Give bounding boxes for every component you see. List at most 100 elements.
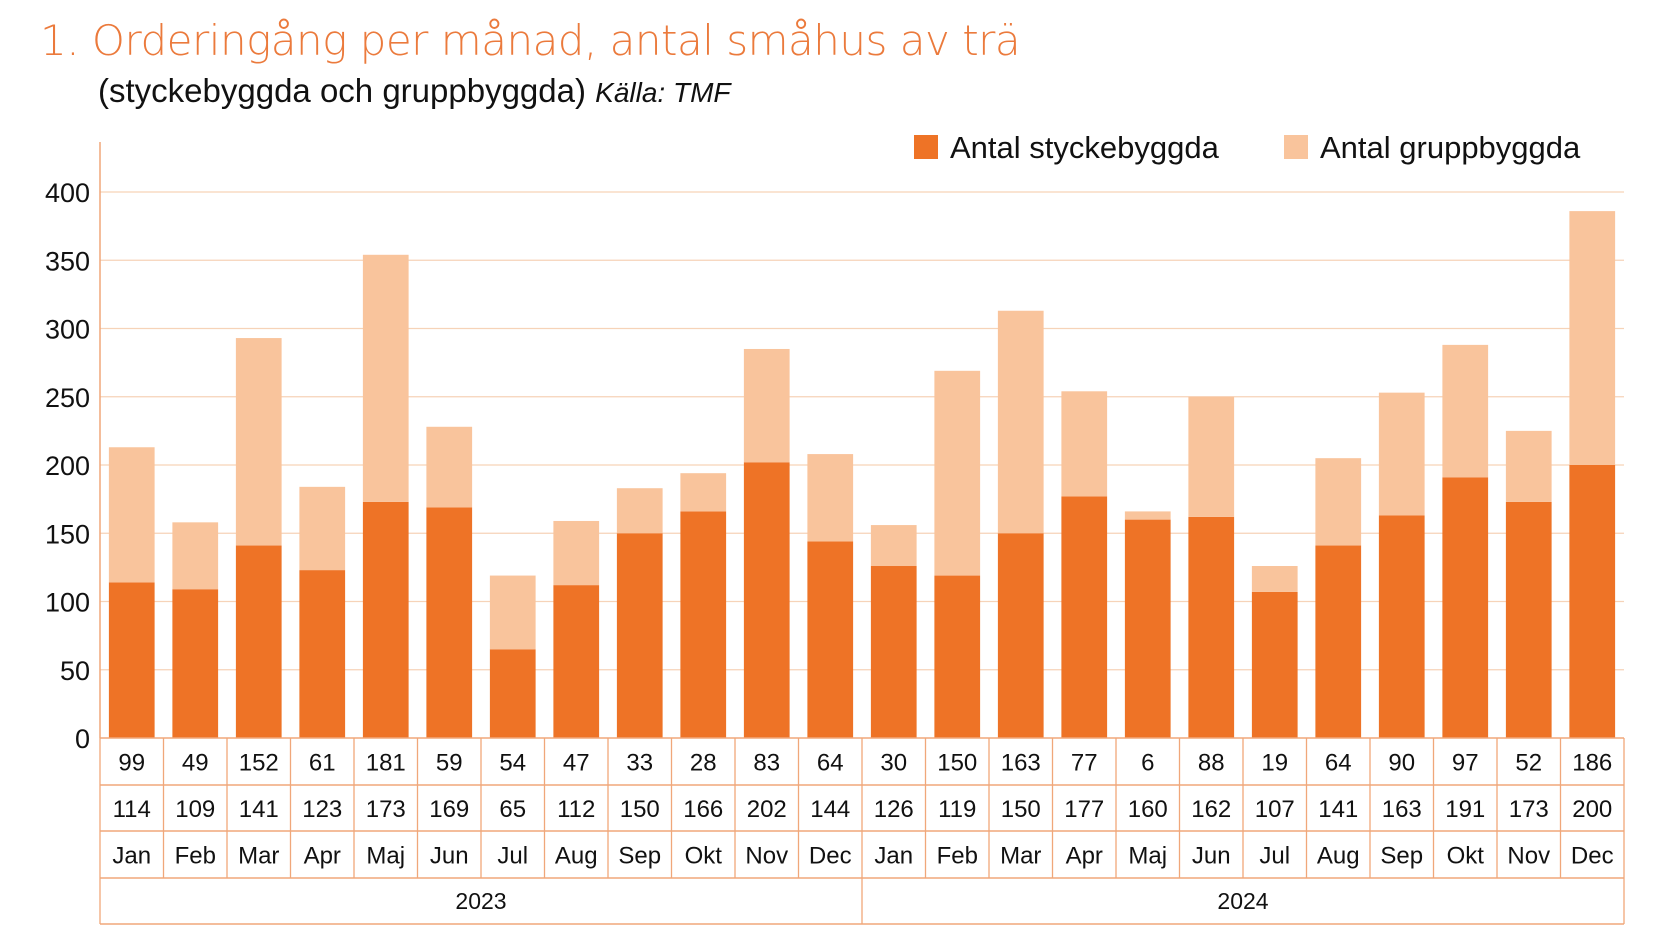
value-gruppbyggda: 19 [1261, 750, 1288, 777]
month-label: Okt [1447, 843, 1485, 870]
value-styckebyggda: 144 [810, 796, 850, 823]
value-gruppbyggda: 150 [937, 750, 977, 777]
month-label: Feb [175, 843, 216, 870]
bar-styckebyggda [680, 511, 727, 738]
bar-styckebyggda [997, 533, 1044, 738]
bar-styckebyggda [1378, 515, 1425, 738]
month-label: Jan [112, 843, 151, 870]
value-styckebyggda: 163 [1382, 796, 1422, 823]
bar-styckebyggda [1569, 465, 1616, 738]
month-label: Jun [430, 843, 469, 870]
value-gruppbyggda: 47 [563, 750, 590, 777]
value-gruppbyggda: 152 [239, 750, 279, 777]
bar-styckebyggda [362, 501, 409, 738]
bar-styckebyggda [489, 649, 536, 738]
bar-styckebyggda [1251, 591, 1298, 738]
value-styckebyggda: 173 [366, 796, 406, 823]
value-gruppbyggda: 99 [118, 750, 145, 777]
value-styckebyggda: 65 [499, 796, 526, 823]
value-gruppbyggda: 59 [436, 750, 463, 777]
value-styckebyggda: 173 [1509, 796, 1549, 823]
y-tick-label: 350 [45, 246, 90, 276]
bar-styckebyggda [934, 575, 981, 738]
y-tick-label: 300 [45, 315, 90, 345]
value-styckebyggda: 109 [175, 796, 215, 823]
legend-label: Antal gruppbyggda [1320, 130, 1581, 165]
bar-gruppbyggda [743, 348, 790, 463]
month-label: Jul [497, 843, 528, 870]
value-gruppbyggda: 49 [182, 750, 209, 777]
legend-swatch [914, 135, 938, 159]
bar-gruppbyggda [807, 454, 854, 542]
bar-gruppbyggda [934, 370, 981, 576]
chart-subtitle: (styckebyggda och gruppbyggda) Källa: TM… [98, 72, 731, 110]
value-styckebyggda: 162 [1191, 796, 1231, 823]
bar-gruppbyggda [680, 473, 727, 512]
bar-gruppbyggda [1378, 392, 1425, 516]
value-gruppbyggda: 83 [753, 750, 780, 777]
month-label: Sep [1380, 843, 1423, 870]
bar-styckebyggda [1505, 501, 1552, 738]
y-tick-label: 150 [45, 519, 90, 549]
month-label: Aug [555, 843, 598, 870]
month-label: Maj [1128, 843, 1167, 870]
value-styckebyggda: 169 [429, 796, 469, 823]
bar-styckebyggda [1188, 516, 1235, 738]
value-styckebyggda: 202 [747, 796, 787, 823]
month-label: Jan [874, 843, 913, 870]
value-gruppbyggda: 186 [1572, 750, 1612, 777]
month-label: Dec [809, 843, 852, 870]
value-gruppbyggda: 6 [1141, 750, 1154, 777]
bar-styckebyggda [807, 541, 854, 738]
y-tick-label: 400 [45, 178, 90, 208]
legend-label: Antal styckebyggda [950, 130, 1220, 165]
month-label: Maj [366, 843, 405, 870]
bar-styckebyggda [743, 462, 790, 738]
bar-styckebyggda [553, 585, 600, 738]
bar-gruppbyggda [362, 254, 409, 502]
bar-styckebyggda [299, 570, 346, 738]
month-label: Mar [238, 843, 279, 870]
bar-gruppbyggda [1251, 566, 1298, 592]
bar-styckebyggda [1442, 477, 1489, 738]
subtitle-text: (styckebyggda och gruppbyggda) [98, 72, 586, 109]
value-gruppbyggda: 181 [366, 750, 406, 777]
month-label: Nov [745, 843, 788, 870]
bar-gruppbyggda [235, 338, 282, 546]
month-label: Aug [1317, 843, 1360, 870]
bar-gruppbyggda [1505, 430, 1552, 502]
value-styckebyggda: 141 [1318, 796, 1358, 823]
bar-styckebyggda [1061, 496, 1108, 738]
month-label: Feb [937, 843, 978, 870]
y-tick-label: 50 [60, 656, 90, 686]
month-label: Jun [1192, 843, 1231, 870]
value-gruppbyggda: 163 [1001, 750, 1041, 777]
value-gruppbyggda: 64 [817, 750, 844, 777]
value-gruppbyggda: 33 [626, 750, 653, 777]
month-label: Dec [1571, 843, 1614, 870]
value-styckebyggda: 177 [1064, 796, 1104, 823]
month-label: Okt [685, 843, 723, 870]
bar-styckebyggda [235, 545, 282, 738]
y-tick-label: 250 [45, 383, 90, 413]
source-text: Källa: TMF [595, 77, 731, 108]
value-gruppbyggda: 52 [1515, 750, 1542, 777]
bar-gruppbyggda [870, 525, 917, 567]
value-styckebyggda: 107 [1255, 796, 1295, 823]
value-styckebyggda: 123 [302, 796, 342, 823]
month-label: Mar [1000, 843, 1041, 870]
legend-swatch [1284, 135, 1308, 159]
bar-gruppbyggda [1442, 344, 1489, 478]
bar-styckebyggda [1315, 545, 1362, 738]
value-gruppbyggda: 28 [690, 750, 717, 777]
year-label: 2024 [1217, 888, 1268, 914]
value-styckebyggda: 126 [874, 796, 914, 823]
bar-styckebyggda [1124, 519, 1171, 738]
bar-gruppbyggda [489, 575, 536, 650]
value-gruppbyggda: 90 [1388, 750, 1415, 777]
bar-gruppbyggda [997, 310, 1044, 534]
bar-gruppbyggda [1061, 391, 1108, 497]
value-styckebyggda: 114 [113, 796, 151, 823]
y-tick-label: 100 [45, 588, 90, 618]
